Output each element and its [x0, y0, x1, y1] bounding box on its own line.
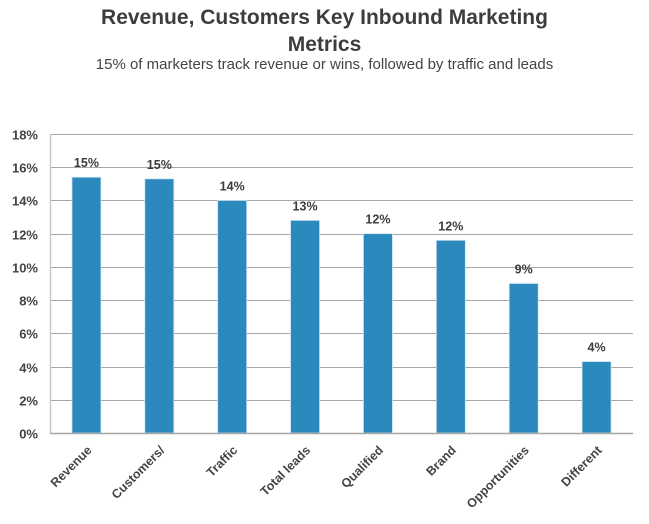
data-labels: 15% 15% 14% 13% 12% 12% 9% 4%: [74, 156, 606, 354]
bar: [508, 283, 539, 434]
x-tick-label: Opportunities: [464, 443, 532, 511]
bar: [217, 200, 248, 434]
y-tick-label: 14%: [12, 194, 38, 209]
y-tick-label: 10%: [12, 261, 38, 276]
x-tick-label: Traffic: [204, 443, 240, 479]
gridlines: [50, 134, 633, 401]
chart-subtitle: 15% of marketers track revenue or wins, …: [95, 56, 554, 73]
data-label: 12%: [365, 213, 390, 227]
data-label: 13%: [293, 199, 318, 213]
y-tick-label: 2%: [19, 394, 38, 409]
y-tick-label: 16%: [12, 161, 38, 176]
chart-title-line-2: Metrics: [287, 33, 362, 56]
x-tick-label: Brand: [423, 443, 458, 478]
y-tick-label: 6%: [19, 327, 38, 342]
data-label: 9%: [515, 263, 533, 277]
x-tick-label: Different: [558, 443, 605, 490]
data-label: 4%: [588, 341, 606, 355]
data-label: 12%: [438, 219, 463, 233]
x-tick-label: Customers/: [109, 443, 168, 502]
data-label: 15%: [147, 158, 172, 172]
y-axis: 0% 2% 4% 6% 8% 10% 12% 14% 16% 18%: [12, 128, 52, 442]
x-axis: Revenue Customers/Traffic Total leads Quali…: [48, 432, 633, 511]
bar: [435, 239, 466, 434]
y-tick-label: 0%: [19, 427, 38, 442]
x-tick-label: Total leads: [258, 443, 313, 498]
chart-title: Revenue, Customers Key Inbound Marketing…: [0, 4, 649, 58]
bar: [144, 178, 175, 434]
x-tick-label: Revenue: [48, 443, 95, 490]
x-tick-label: Qualified: [338, 443, 386, 491]
y-tick-label: 18%: [12, 128, 38, 143]
y-tick-label: 12%: [12, 228, 38, 243]
data-label: 15%: [74, 156, 99, 170]
chart-title-line-1: Revenue, Customers Key Inbound Marketing: [101, 6, 548, 29]
bar: [581, 361, 612, 434]
y-tick-label: 4%: [19, 361, 38, 376]
bar: [290, 219, 320, 434]
y-tick-label: 8%: [19, 294, 38, 309]
data-label: 14%: [220, 179, 245, 193]
bar: [71, 176, 102, 434]
bar: [363, 233, 393, 434]
bars: [71, 176, 612, 434]
